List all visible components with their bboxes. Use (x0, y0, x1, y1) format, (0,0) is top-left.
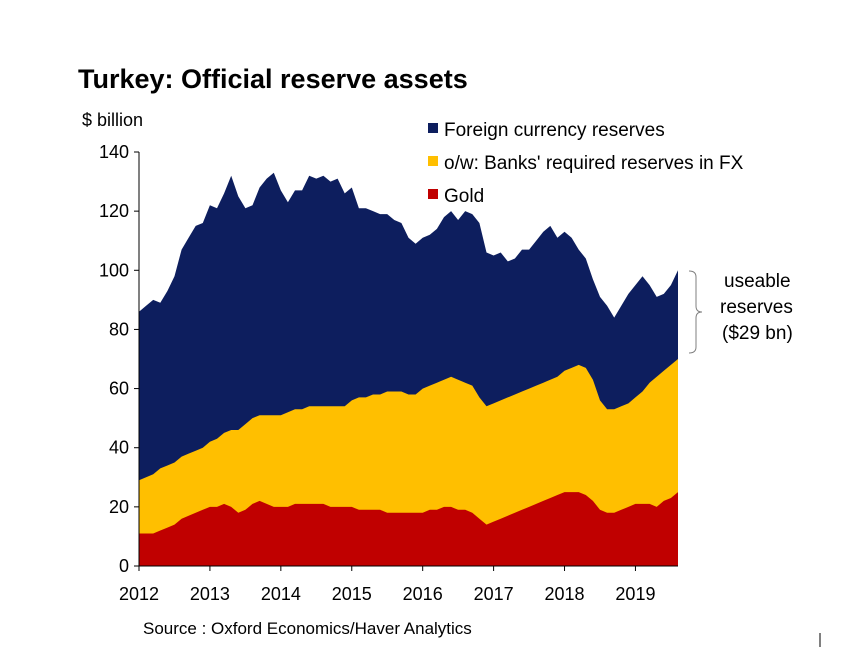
y-axis-label: $ billion (82, 110, 143, 130)
legend-swatch-banks-required (428, 156, 438, 166)
y-tick-label-60: 60 (109, 379, 129, 399)
x-tick-label-2013: 2013 (190, 584, 230, 604)
x-tick-label-2014: 2014 (261, 584, 301, 604)
annotation-line-reserves: reserves (720, 297, 793, 318)
y-ticks: 0 20 40 60 80 100 120 140 (99, 142, 139, 576)
x-ticks: 2012 2013 2014 2015 2016 2017 2018 2019 (119, 566, 655, 604)
x-tick-label-2016: 2016 (403, 584, 443, 604)
y-tick-label-0: 0 (119, 556, 129, 576)
area-gold (139, 492, 678, 566)
x-tick-label-2019: 2019 (615, 584, 655, 604)
y-tick-label-40: 40 (109, 438, 129, 458)
x-tick-label-2012: 2012 (119, 584, 159, 604)
legend: Foreign currency reserves o/w: Banks' re… (428, 120, 744, 207)
x-tick-label-2017: 2017 (474, 584, 514, 604)
source-note: Source : Oxford Economics/Haver Analytic… (143, 619, 472, 638)
annotation-line-useable: useable (724, 271, 791, 292)
legend-swatch-foreign-currency (428, 123, 438, 133)
legend-label-gold: Gold (444, 186, 484, 207)
y-tick-label-100: 100 (99, 260, 129, 280)
y-tick-label-20: 20 (109, 497, 129, 517)
x-tick-label-2018: 2018 (545, 584, 585, 604)
legend-label-foreign-currency: Foreign currency reserves (444, 120, 665, 141)
annotation-bracket (688, 270, 703, 354)
chart-title: Turkey: Official reserve assets (78, 64, 468, 94)
x-tick-label-2015: 2015 (332, 584, 372, 604)
area-series-group (139, 172, 678, 566)
y-tick-label-140: 140 (99, 142, 129, 162)
annotation-line-amount: ($29 bn) (722, 323, 793, 344)
legend-swatch-gold (428, 189, 438, 199)
y-tick-label-120: 120 (99, 201, 129, 221)
legend-label-banks-required: o/w: Banks' required reserves in FX (444, 153, 744, 174)
y-tick-label-80: 80 (109, 319, 129, 339)
